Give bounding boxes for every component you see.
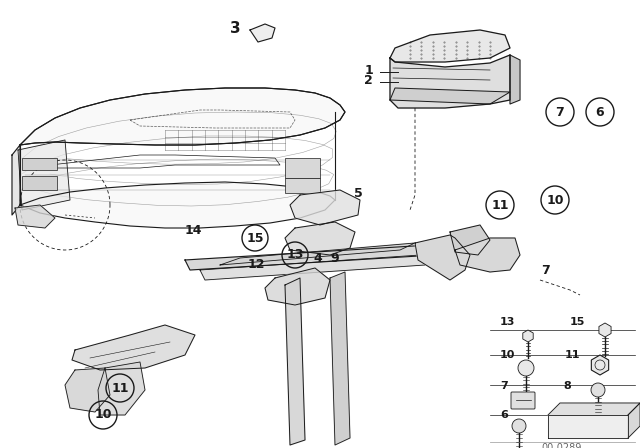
Text: 11: 11 xyxy=(565,350,580,360)
Polygon shape xyxy=(390,55,510,108)
Text: 4: 4 xyxy=(314,251,323,264)
Polygon shape xyxy=(290,190,360,225)
Bar xyxy=(285,158,320,178)
Circle shape xyxy=(591,383,605,397)
Polygon shape xyxy=(455,238,520,272)
Text: 7: 7 xyxy=(556,105,564,119)
Polygon shape xyxy=(72,325,195,370)
Text: 6: 6 xyxy=(596,105,604,119)
Polygon shape xyxy=(415,235,470,280)
Text: 11: 11 xyxy=(492,198,509,211)
Polygon shape xyxy=(250,24,275,42)
Polygon shape xyxy=(285,222,355,255)
Text: 9: 9 xyxy=(331,251,339,264)
Text: 2: 2 xyxy=(364,73,373,86)
Text: 3: 3 xyxy=(230,21,240,35)
Text: 1: 1 xyxy=(364,64,373,77)
Polygon shape xyxy=(510,55,520,104)
Polygon shape xyxy=(200,255,425,280)
Circle shape xyxy=(518,360,534,376)
Text: 10: 10 xyxy=(94,409,112,422)
Text: 5: 5 xyxy=(354,186,362,199)
Text: 8: 8 xyxy=(563,381,571,391)
Text: 10: 10 xyxy=(547,194,564,207)
Polygon shape xyxy=(185,245,435,270)
Polygon shape xyxy=(20,88,345,228)
Text: 11: 11 xyxy=(111,382,129,395)
Polygon shape xyxy=(265,268,330,305)
Polygon shape xyxy=(450,225,490,255)
Text: 15: 15 xyxy=(570,317,586,327)
Text: 6: 6 xyxy=(500,410,508,420)
Polygon shape xyxy=(65,368,110,412)
Text: 14: 14 xyxy=(185,224,202,237)
Polygon shape xyxy=(548,415,628,438)
Polygon shape xyxy=(390,88,510,104)
Circle shape xyxy=(512,419,526,433)
Text: 13: 13 xyxy=(286,249,304,262)
FancyBboxPatch shape xyxy=(511,392,535,409)
Text: 7: 7 xyxy=(541,263,549,276)
Text: 00-0289: 00-0289 xyxy=(542,443,582,448)
Polygon shape xyxy=(15,205,55,228)
Text: 7: 7 xyxy=(500,381,508,391)
Polygon shape xyxy=(12,145,20,215)
Polygon shape xyxy=(285,278,305,445)
Bar xyxy=(22,158,57,170)
Text: 10: 10 xyxy=(500,350,515,360)
Polygon shape xyxy=(628,403,640,438)
Polygon shape xyxy=(220,243,415,265)
Bar xyxy=(285,178,320,193)
Text: 12: 12 xyxy=(248,258,265,271)
Polygon shape xyxy=(330,272,350,445)
Polygon shape xyxy=(98,362,145,415)
Text: 13: 13 xyxy=(500,317,515,327)
Polygon shape xyxy=(390,30,510,62)
Polygon shape xyxy=(548,403,640,415)
Text: 15: 15 xyxy=(246,232,264,245)
Polygon shape xyxy=(18,140,70,210)
Bar xyxy=(22,176,57,190)
